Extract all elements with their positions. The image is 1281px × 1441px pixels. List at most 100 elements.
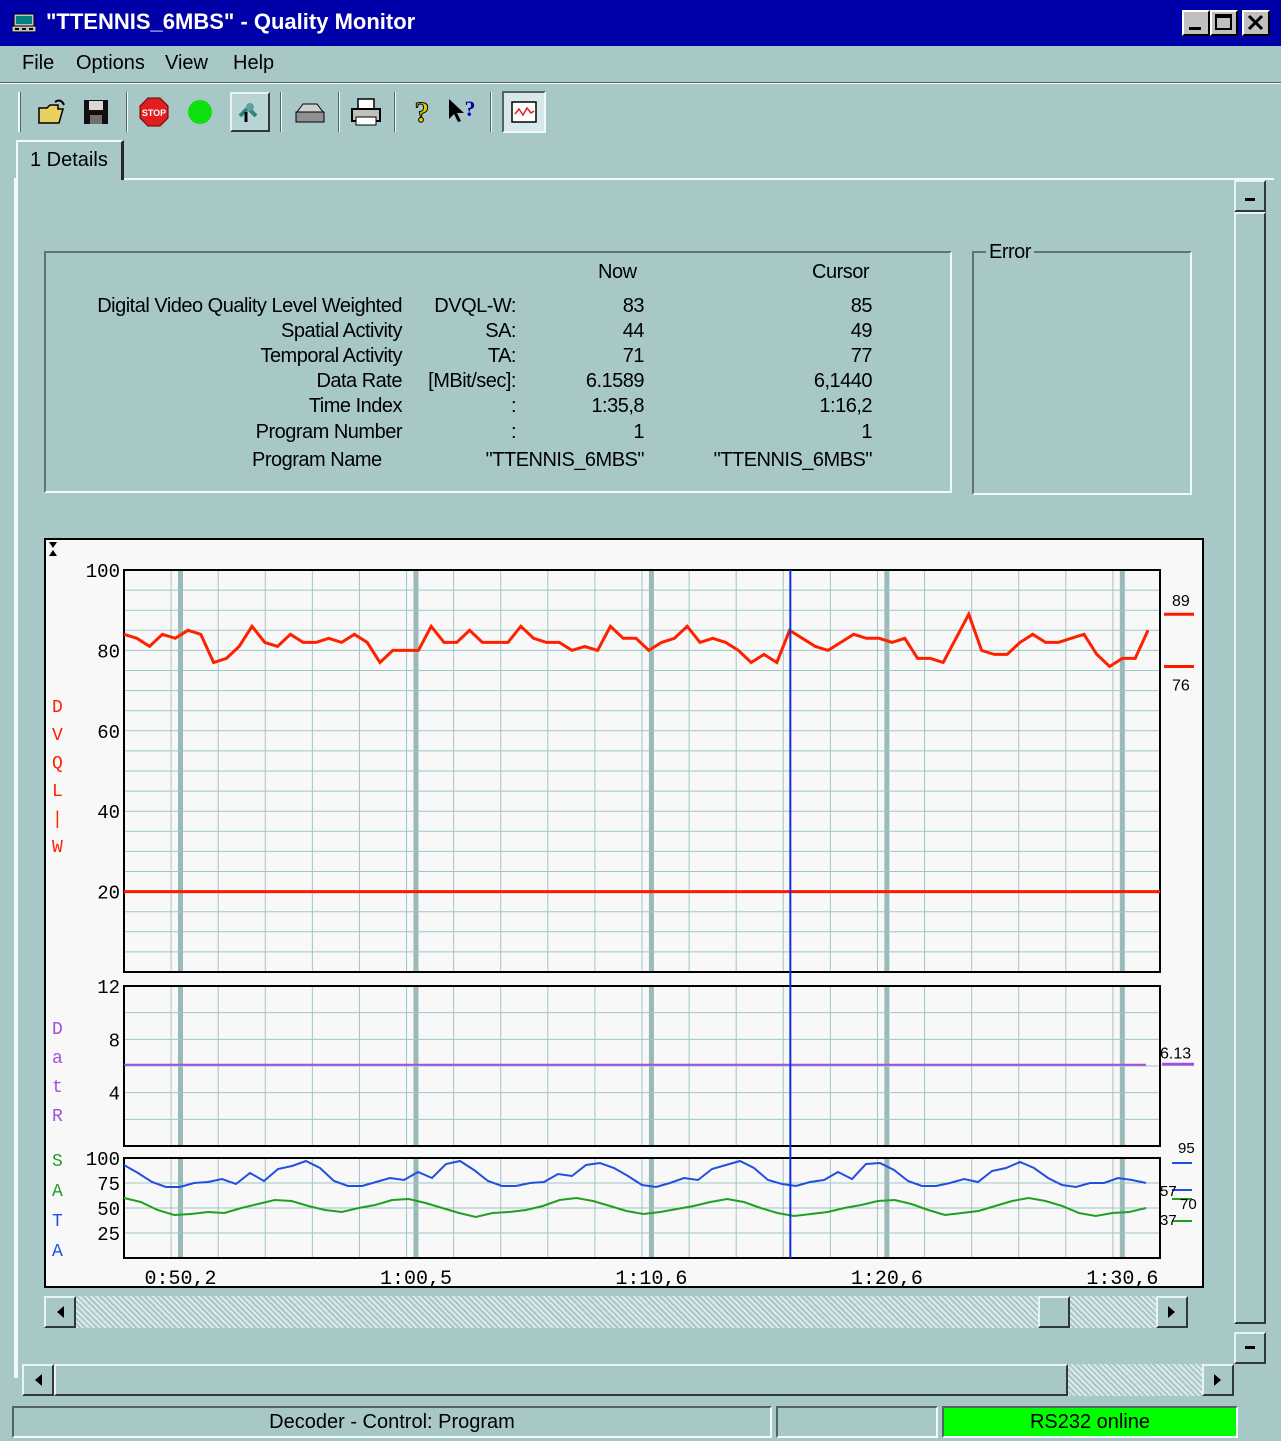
refresh-button[interactable] xyxy=(230,92,270,132)
y-tick-label: 25 xyxy=(97,1224,120,1246)
toolbar-separator xyxy=(338,92,340,132)
row-label: Program Name xyxy=(252,449,382,471)
status-connection-text: RS232 online xyxy=(1029,1411,1151,1433)
y-axis-label-char: t xyxy=(52,1078,63,1098)
save-button[interactable] xyxy=(78,94,114,130)
y-axis-label-char: D xyxy=(52,698,63,718)
arrow-left-icon xyxy=(35,1374,42,1386)
status-left: Decoder - Control: Program xyxy=(12,1406,772,1438)
x-tick-label: 1:20,6 xyxy=(851,1268,923,1286)
row-cursor-value: 1:16,2 xyxy=(819,395,872,417)
arrow-right-icon xyxy=(1214,1374,1221,1386)
open-icon xyxy=(38,99,65,124)
page-hscroll-thumb[interactable] xyxy=(54,1364,1068,1396)
y-axis-label-char: | xyxy=(52,810,63,830)
toolbar-separator xyxy=(280,92,282,132)
chart-scroll-track[interactable] xyxy=(76,1296,1038,1328)
page-scroll-up-button[interactable] xyxy=(1234,180,1266,212)
minimize-icon xyxy=(1189,27,1201,30)
x-tick-label: 1:30,6 xyxy=(1086,1268,1158,1286)
maximize-button[interactable] xyxy=(1210,10,1238,36)
chart-scroll-right-button[interactable] xyxy=(1156,1296,1188,1328)
y-axis-label-char: R xyxy=(52,1107,63,1127)
context-help-icon: ? xyxy=(449,96,476,122)
context-help-button[interactable]: ? xyxy=(444,94,480,130)
y-axis-label-char: A xyxy=(52,1242,63,1262)
tab-details[interactable]: 1 Details xyxy=(16,140,124,180)
chart-panel-border xyxy=(123,569,1161,973)
header-cursor: Cursor xyxy=(812,261,870,283)
scanner-icon xyxy=(295,103,325,123)
row-key: SA: xyxy=(485,320,516,342)
stop-icon: STOP xyxy=(139,97,169,127)
scanner-button[interactable] xyxy=(292,94,328,130)
row-now-value: "TTENNIS_6MBS" xyxy=(485,449,645,471)
close-button[interactable] xyxy=(1242,10,1270,36)
row-label: Spatial Activity xyxy=(281,320,402,342)
menu-help[interactable]: Help xyxy=(233,52,275,74)
page-scroll-left-button[interactable] xyxy=(22,1364,54,1396)
menu-file[interactable]: File xyxy=(22,52,55,74)
right-marker-label: 6.13 xyxy=(1160,1045,1191,1062)
row-key: DVQL-W: xyxy=(434,295,516,317)
toolbar-separator xyxy=(126,92,128,132)
svg-text:?: ? xyxy=(465,96,476,121)
y-axis-label-char: W xyxy=(52,838,63,858)
page-scroll-right-button[interactable] xyxy=(1202,1364,1234,1396)
row-cursor-value: 77 xyxy=(850,345,873,367)
chart-panel-border xyxy=(123,985,1161,1147)
arrow-left-icon xyxy=(57,1306,64,1318)
chart-scroll-left-button[interactable] xyxy=(44,1296,76,1328)
y-axis-label-char: S xyxy=(52,1152,63,1172)
menu-options[interactable]: Options xyxy=(76,52,145,74)
y-axis-label-char: V xyxy=(52,726,63,746)
row-key: : xyxy=(510,421,517,443)
right-marker-label: 57 xyxy=(1160,1183,1177,1200)
page-scroll-thumb[interactable] xyxy=(1234,212,1266,1324)
row-key: : xyxy=(510,395,517,417)
status-connection: RS232 online xyxy=(942,1406,1238,1438)
arrow-down-icon xyxy=(1245,1346,1255,1349)
minimize-button[interactable] xyxy=(1182,10,1210,36)
y-tick-label: 8 xyxy=(109,1030,120,1052)
menu-view[interactable]: View xyxy=(165,52,208,74)
graph-button[interactable] xyxy=(502,91,546,133)
arrow-up-icon xyxy=(1245,198,1255,201)
page-scroll-down-button[interactable] xyxy=(1234,1332,1266,1364)
title-bar: "TTENNIS_6MBS" - Quality Monitor xyxy=(0,0,1281,46)
print-button[interactable] xyxy=(348,94,384,130)
help-button[interactable]: ? xyxy=(404,94,440,130)
y-tick-label: 20 xyxy=(97,883,120,905)
y-tick-label: 75 xyxy=(97,1174,120,1196)
details-box: Now Cursor Digital Video Quality Level W… xyxy=(44,251,952,493)
y-axis-label-char: A xyxy=(52,1182,63,1202)
chart-svg[interactable]: 10080604020DVQL|W89761284DatR6.131007550… xyxy=(46,540,1202,1286)
maximize-icon xyxy=(1215,14,1232,30)
close-icon xyxy=(1247,14,1264,31)
right-marker-label: 76 xyxy=(1172,677,1190,694)
open-button[interactable] xyxy=(34,94,70,130)
app-icon[interactable] xyxy=(12,12,36,34)
y-tick-label: 12 xyxy=(97,977,120,999)
right-marker-label: 37 xyxy=(1160,1212,1177,1229)
start-button[interactable] xyxy=(182,94,218,130)
stop-button[interactable]: STOP xyxy=(136,94,172,130)
y-tick-label: 40 xyxy=(97,802,120,824)
page-hscroll-track[interactable] xyxy=(1068,1364,1202,1396)
row-cursor-value: "TTENNIS_6MBS" xyxy=(713,449,873,471)
status-middle xyxy=(776,1406,938,1438)
status-left-text: Decoder - Control: Program xyxy=(269,1411,515,1433)
chart-scroll-thumb[interactable] xyxy=(1038,1296,1070,1328)
window-title: "TTENNIS_6MBS" - Quality Monitor xyxy=(46,9,416,34)
svg-text:?: ? xyxy=(415,96,430,128)
tab-page-border xyxy=(14,178,18,1378)
svg-text:STOP: STOP xyxy=(142,108,166,118)
header-now: Now xyxy=(598,261,637,283)
row-label: Program Number xyxy=(255,421,403,443)
y-tick-label: 60 xyxy=(97,722,120,744)
chart-scroll-track[interactable] xyxy=(1070,1296,1156,1328)
y-axis-label-char: L xyxy=(52,782,63,802)
toolbar: STOP ? ? xyxy=(14,88,554,138)
menu-divider xyxy=(0,82,1281,84)
